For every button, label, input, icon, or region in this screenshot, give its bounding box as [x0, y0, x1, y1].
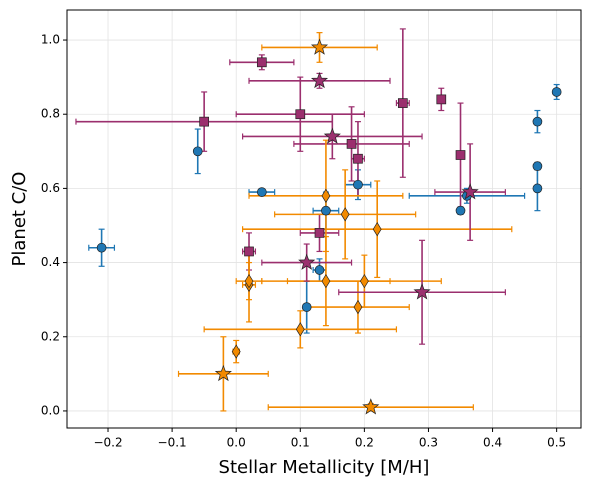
point: [310, 71, 329, 89]
point: [455, 150, 466, 160]
point: [455, 205, 466, 216]
point: [199, 116, 210, 127]
plot-frame: [66, 9, 582, 429]
point: [532, 183, 543, 194]
y-tick-label: 0.8: [41, 107, 60, 121]
x-tick-label: 0.2: [355, 436, 374, 450]
x-tick-label: 0.3: [419, 436, 438, 450]
point: [192, 146, 203, 157]
point: [298, 253, 316, 270]
x-tick-label: 0.4: [483, 436, 502, 450]
x-axis-label: Stellar Metallicity [M/H]: [219, 457, 430, 478]
x-tick-label: −0.1: [158, 436, 187, 450]
point: [295, 109, 306, 120]
point: [353, 179, 363, 190]
point: [256, 57, 267, 68]
point: [353, 299, 363, 315]
x-tick-label: −0.2: [93, 436, 122, 450]
y-tick-label: 0.2: [41, 329, 60, 343]
point: [321, 188, 331, 203]
y-tick-label: 0.0: [41, 403, 60, 417]
x-tick-label: 0.1: [291, 436, 310, 450]
point: [301, 302, 312, 312]
point: [214, 364, 232, 382]
point: [321, 205, 331, 216]
point: [372, 222, 382, 237]
point: [359, 273, 369, 289]
point: [244, 273, 254, 289]
point: [532, 161, 543, 171]
point: [310, 38, 329, 55]
y-tick-label: 0.4: [41, 255, 60, 269]
point: [413, 283, 431, 300]
point: [346, 139, 357, 149]
point: [362, 398, 380, 415]
point: [340, 207, 350, 222]
point: [314, 265, 325, 275]
point: [96, 242, 107, 253]
point: [256, 187, 267, 197]
point: [397, 98, 408, 108]
point: [436, 94, 447, 105]
point: [323, 127, 341, 144]
point: [353, 153, 363, 164]
point: [244, 246, 254, 257]
point: [321, 273, 331, 289]
point: [295, 322, 305, 337]
point: [314, 228, 325, 238]
x-tick-label: 0.5: [547, 436, 566, 450]
y-tick-label: 1.0: [41, 33, 60, 47]
point: [231, 344, 241, 359]
point: [532, 116, 543, 127]
x-tick-label: 0.0: [227, 436, 246, 450]
point: [461, 183, 479, 200]
y-tick-label: 0.6: [41, 181, 60, 195]
point: [551, 87, 562, 97]
y-axis-label: Planet C/O: [9, 172, 30, 267]
